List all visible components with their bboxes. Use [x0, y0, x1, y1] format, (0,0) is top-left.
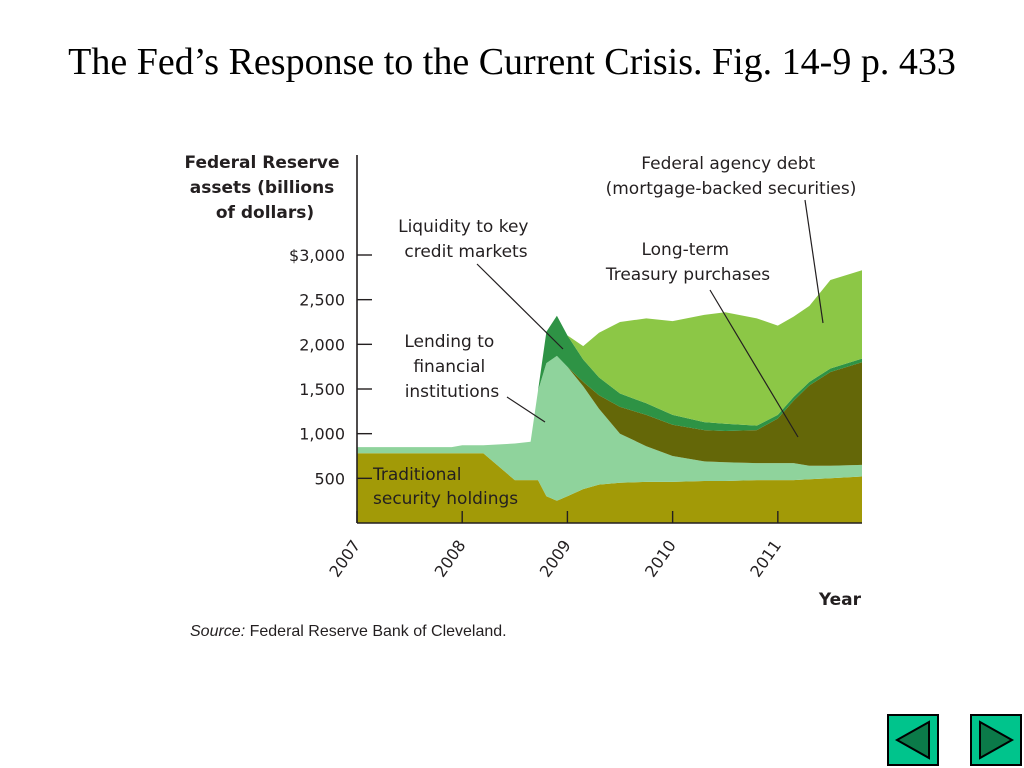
callout-agency-debt: Federal agency debt (mortgage-backed sec… — [606, 154, 857, 199]
y-axis-label-line: of dollars) — [216, 203, 314, 223]
triangle-left-icon — [894, 720, 930, 760]
callout-line: credit markets — [404, 242, 527, 262]
callout-leader-agency-debt — [804, 199, 824, 324]
x-tick-label: 2009 — [536, 536, 575, 580]
callout-line: institutions — [405, 382, 500, 402]
callout-traditional: Traditional security holdings — [372, 465, 518, 509]
slide-title: The Fed’s Response to the Current Crisis… — [68, 41, 956, 83]
callout-leader-long-term — [709, 289, 799, 438]
y-axis-label-line: Federal Reserve — [185, 153, 340, 173]
callout-long-term: Long-term Treasury purchases — [605, 240, 770, 285]
x-tick-label: 2008 — [431, 536, 470, 580]
chart: 500 1,000 1,500 2,000 2,500 $3,000 2007 2008 20… — [185, 153, 862, 610]
callout-lending: Lending to financial institutions — [404, 332, 499, 402]
callout-line: financial — [413, 357, 485, 377]
source-text: Federal Reserve Bank of Cleveland. — [249, 623, 507, 640]
y-axis-label: Federal Reserve assets (billions of doll… — [185, 153, 346, 223]
area-traditional-security-holdings — [357, 453, 862, 523]
callout-line: Liquidity to key — [398, 217, 528, 237]
x-tick-label: 2010 — [641, 536, 680, 580]
next-slide-button[interactable] — [970, 714, 1022, 766]
triangle-right-icon — [979, 720, 1015, 760]
y-axis-label-line: assets (billions — [190, 178, 335, 198]
area-long-term-treasury-purchases — [357, 355, 862, 466]
callout-leader-lending — [506, 396, 546, 423]
y-ticks: 500 1,000 1,500 2,000 2,500 $3,000 — [289, 246, 372, 488]
source-label: Source: — [190, 623, 246, 640]
x-tick-label: 2011 — [746, 536, 785, 580]
area-lending-to-financial-institutions — [357, 355, 862, 501]
callout-leader-liquidity — [476, 263, 564, 350]
x-tick-label: 2007 — [325, 536, 364, 580]
area-federal-agency-debt — [357, 270, 862, 448]
y-tick-label: 2,500 — [299, 291, 345, 310]
callout-line: Federal agency debt — [641, 154, 815, 174]
callout-liquidity: Liquidity to key credit markets — [398, 217, 534, 262]
source-note: Source: Federal Reserve Bank of Clevelan… — [190, 623, 507, 641]
previous-slide-button[interactable] — [887, 714, 939, 766]
callout-line: Treasury purchases — [605, 265, 770, 285]
y-tick-label: 1,500 — [299, 380, 345, 399]
callout-line: Long-term — [641, 240, 729, 260]
chart-areas — [357, 270, 862, 523]
y-tick-label: $3,000 — [289, 246, 345, 265]
callout-line: Traditional — [372, 465, 462, 485]
y-tick-label: 1,000 — [299, 425, 345, 444]
callout-line: security holdings — [373, 489, 518, 509]
y-tick-label: 500 — [314, 469, 345, 488]
callout-line: (mortgage-backed securities) — [606, 179, 857, 199]
y-tick-label: 2,000 — [299, 335, 345, 354]
x-axis-label: Year — [818, 590, 862, 610]
callout-line: Lending to — [404, 332, 494, 352]
